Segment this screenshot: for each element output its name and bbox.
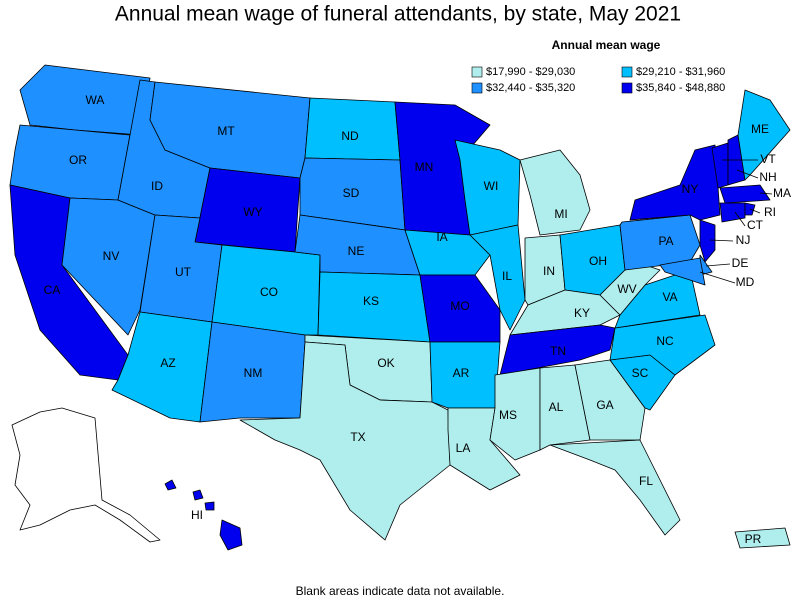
state-label: MD xyxy=(736,275,755,289)
state-label: CA xyxy=(44,283,61,297)
footnote: Blank areas indicate data not available. xyxy=(296,584,505,598)
state-label: MT xyxy=(217,124,235,138)
state xyxy=(539,364,591,451)
state-label: PR xyxy=(745,532,762,546)
state-label: TX xyxy=(350,430,365,444)
leader-line xyxy=(699,271,736,284)
state-label: IL xyxy=(502,269,512,283)
legend: $17,990 - $29,030 $29,210 - $31,960 $32,44… xyxy=(471,66,725,94)
legend-swatch xyxy=(621,66,633,78)
state xyxy=(469,224,526,331)
state-label: AL xyxy=(549,400,564,414)
state-label: WI xyxy=(484,179,499,193)
state-label: WV xyxy=(617,282,636,296)
state-label: OR xyxy=(69,153,87,167)
state-label: IN xyxy=(543,264,555,278)
state xyxy=(219,519,243,551)
state-label: AZ xyxy=(160,356,175,370)
legend-swatch xyxy=(471,82,483,94)
legend-swatch xyxy=(621,82,633,94)
state-label: MI xyxy=(554,207,567,221)
state-label: CO xyxy=(260,285,278,299)
state-label: UT xyxy=(175,265,192,279)
leader-line xyxy=(736,169,759,179)
state xyxy=(699,219,716,263)
state-label: RI xyxy=(764,205,776,219)
state-label: KY xyxy=(574,306,590,320)
state xyxy=(609,314,716,376)
state-label: MN xyxy=(415,160,434,174)
state-label: NJ xyxy=(736,233,751,247)
alaska xyxy=(11,407,161,543)
state xyxy=(519,149,591,236)
state-label: GA xyxy=(596,398,613,412)
legend-label: $29,210 - $31,960 xyxy=(636,66,725,78)
leader-line xyxy=(749,208,761,214)
state-label: NC xyxy=(656,334,674,348)
state-label: NM xyxy=(244,366,263,380)
state-label: DE xyxy=(732,256,749,270)
state xyxy=(659,257,706,286)
state xyxy=(734,527,791,549)
state-label: SC xyxy=(632,366,649,380)
state-label: HI xyxy=(191,508,203,522)
state-label: NE xyxy=(348,244,365,258)
state xyxy=(204,501,215,511)
state-label: MO xyxy=(450,299,469,313)
leader-line xyxy=(759,192,773,195)
state-label: ND xyxy=(341,129,359,143)
state xyxy=(549,439,681,536)
legend-swatch xyxy=(471,66,483,78)
states: WA OR CA NV ID MT WY UT CO AZ NM ND SD NE KS OK TX MN IA MO… xyxy=(9,64,791,551)
state-label: TN xyxy=(550,344,566,358)
state-label: AR xyxy=(453,366,470,380)
state xyxy=(192,489,204,501)
state xyxy=(419,274,501,343)
state xyxy=(629,144,721,221)
state xyxy=(239,341,451,541)
map-title: Annual mean wage of funeral attendants, … xyxy=(115,3,681,26)
state-label: KS xyxy=(363,294,379,308)
state xyxy=(164,479,177,491)
state-label: IA xyxy=(436,230,447,244)
legend-label: $17,990 - $29,030 xyxy=(486,66,575,78)
state xyxy=(574,359,646,441)
state-label: MA xyxy=(773,186,791,200)
state-label: NY xyxy=(682,182,699,196)
state-label: VT xyxy=(760,152,776,166)
legend-label: $35,840 - $48,880 xyxy=(636,82,725,94)
state xyxy=(737,89,791,181)
state-label: NV xyxy=(103,249,120,263)
state-label: WY xyxy=(243,205,262,219)
state-label: SD xyxy=(343,186,360,200)
state xyxy=(719,202,746,223)
leader-line xyxy=(734,211,746,227)
state-label: OH xyxy=(589,254,607,268)
state-label: PA xyxy=(658,234,673,248)
state-label: MS xyxy=(499,408,517,422)
legend-label: $32,440 - $35,320 xyxy=(486,82,575,94)
leader-line xyxy=(705,263,731,267)
state-label: NH xyxy=(759,170,776,184)
state xyxy=(404,229,491,276)
state-label: LA xyxy=(456,441,471,455)
state-label: OK xyxy=(377,356,394,370)
state-label: ME xyxy=(751,122,769,136)
state-label: VA xyxy=(662,290,677,304)
state-label: WA xyxy=(86,93,105,107)
state-label: CT xyxy=(747,218,764,232)
legend-title: Annual mean wage xyxy=(552,38,661,52)
state-label: ID xyxy=(151,179,163,193)
leader-line xyxy=(709,239,734,242)
state-label: FL xyxy=(639,474,653,488)
state xyxy=(719,184,771,204)
